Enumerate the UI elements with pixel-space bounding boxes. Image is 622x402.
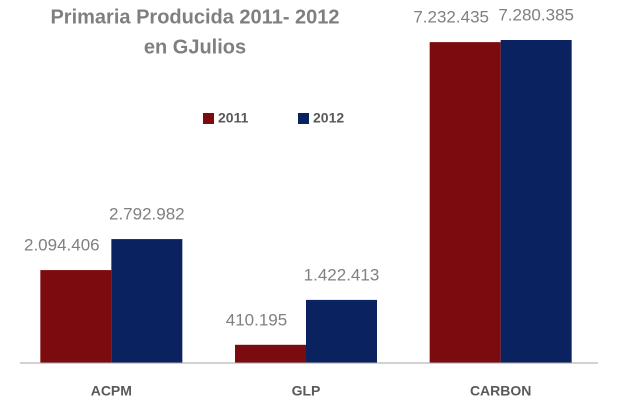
bar [429, 42, 501, 363]
value-label: 7.280.385 [498, 5, 574, 24]
x-tick-label: GLP [292, 383, 321, 399]
legend-label: 2011 [218, 110, 249, 126]
legend-label: 2012 [313, 110, 344, 126]
bar [40, 270, 112, 363]
x-tick-label: ACPM [91, 383, 132, 399]
value-label: 2.792.982 [109, 205, 185, 224]
value-label: 7.232.435 [413, 8, 489, 27]
legend-swatch [298, 113, 309, 124]
bar [111, 239, 183, 363]
legend-swatch [203, 113, 214, 124]
value-label: 410.195 [226, 310, 287, 329]
chart-title: en GJulios [144, 36, 246, 58]
x-tick-label: CARBON [470, 383, 531, 399]
bar [235, 344, 306, 363]
bar [306, 299, 377, 363]
chart-title: Primaria Producida 2011- 2012 [50, 6, 339, 28]
bar [500, 40, 572, 363]
value-label: 1.422.413 [304, 265, 380, 284]
value-label: 2.094.406 [24, 236, 100, 255]
